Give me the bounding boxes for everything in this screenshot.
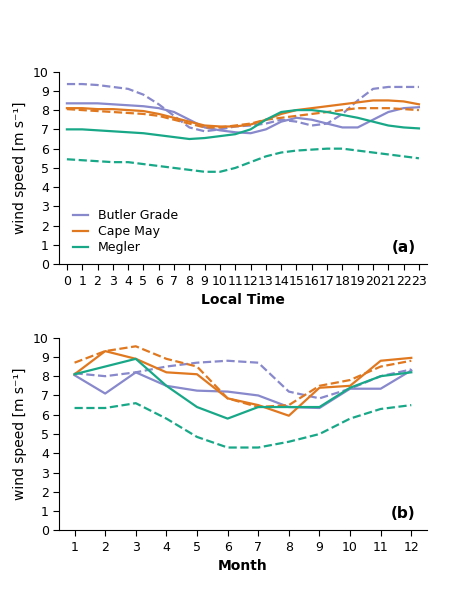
Legend: Butler Grade, Cape May, Megler: Butler Grade, Cape May, Megler (73, 209, 178, 254)
X-axis label: Local Time: Local Time (201, 293, 285, 308)
Y-axis label: wind speed [m s⁻¹]: wind speed [m s⁻¹] (13, 368, 27, 500)
Text: (b): (b) (391, 506, 416, 521)
Text: (a): (a) (392, 240, 416, 254)
X-axis label: Month: Month (218, 560, 268, 573)
Y-axis label: wind speed [m s⁻¹]: wind speed [m s⁻¹] (13, 102, 27, 234)
